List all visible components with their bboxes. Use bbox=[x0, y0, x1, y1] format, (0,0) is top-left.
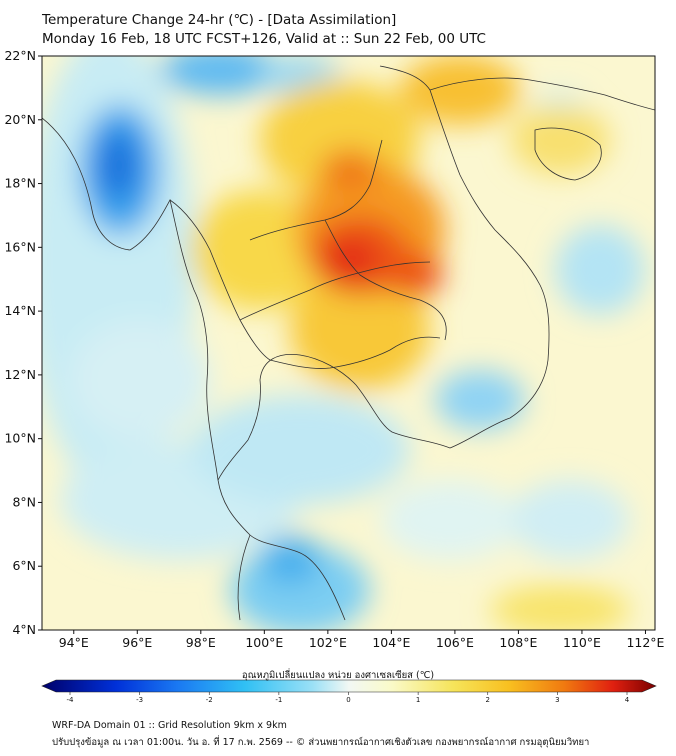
lon-label: 106°E bbox=[436, 635, 474, 650]
lat-label: 12°N bbox=[4, 367, 36, 382]
lon-label: 98°E bbox=[186, 635, 216, 650]
lon-label: 100°E bbox=[245, 635, 283, 650]
longitude-axis: 94°E 96°E 98°E 100°E 102°E 104°E 106°E 108°E 110… bbox=[59, 630, 665, 650]
latitude-axis: 22°N 20°N 18°N 16°N 14°N 12°N 10°N 8°N 6°N 4°N bbox=[4, 48, 42, 637]
lon-label: 102°E bbox=[309, 635, 347, 650]
colorbar-tick-label: -2 bbox=[206, 696, 213, 704]
map-subtitle: Monday 16 Feb, 18 UTC FCST+126, Valid at… bbox=[42, 31, 486, 47]
colorbar-tick-label: 1 bbox=[416, 696, 420, 704]
map-frame bbox=[41, 55, 656, 631]
map-title: Temperature Change 24-hr (℃) - [Data Ass… bbox=[42, 12, 397, 28]
colorbar-tick-label: 2 bbox=[486, 696, 490, 704]
footer-model-info: WRF-DA Domain 01 :: Grid Resolution 9km … bbox=[52, 720, 287, 731]
lat-label: 4°N bbox=[12, 622, 36, 637]
lon-label: 104°E bbox=[372, 635, 410, 650]
colorbar-tick-label: 3 bbox=[555, 696, 559, 704]
temperature-field bbox=[42, 56, 655, 630]
colorbar-tick-label: -4 bbox=[67, 696, 75, 704]
colorbar-tick-label: 0 bbox=[346, 696, 350, 704]
colorbar-tick-label: 4 bbox=[625, 696, 630, 704]
colorbar: -4 -3 -2 -1 0 1 2 3 4 bbox=[41, 679, 657, 704]
lat-label: 16°N bbox=[4, 239, 36, 254]
lat-label: 14°N bbox=[4, 303, 36, 318]
lon-label: 96°E bbox=[122, 635, 152, 650]
lat-label: 6°N bbox=[12, 558, 36, 573]
lon-label: 112°E bbox=[626, 635, 664, 650]
lat-label: 22°N bbox=[4, 48, 36, 63]
lon-label: 94°E bbox=[59, 635, 89, 650]
lat-label: 20°N bbox=[4, 112, 36, 127]
coastline-borders bbox=[42, 65, 655, 621]
lon-label: 110°E bbox=[563, 635, 601, 650]
lat-label: 18°N bbox=[4, 176, 36, 191]
lon-label: 108°E bbox=[499, 635, 537, 650]
lat-label: 8°N bbox=[12, 494, 36, 509]
colorbar-tick-label: -3 bbox=[136, 696, 143, 704]
lat-label: 10°N bbox=[4, 431, 36, 446]
colorbar-title: อุณหภูมิเปลี่ยนแปลง หน่วย องศาเซลเซียส (… bbox=[241, 670, 435, 681]
footer-credits: ปรับปรุงข้อมูล ณ เวลา 01:00น. วัน อ. ที่… bbox=[52, 737, 590, 748]
colorbar-tick-label: -1 bbox=[275, 696, 282, 704]
